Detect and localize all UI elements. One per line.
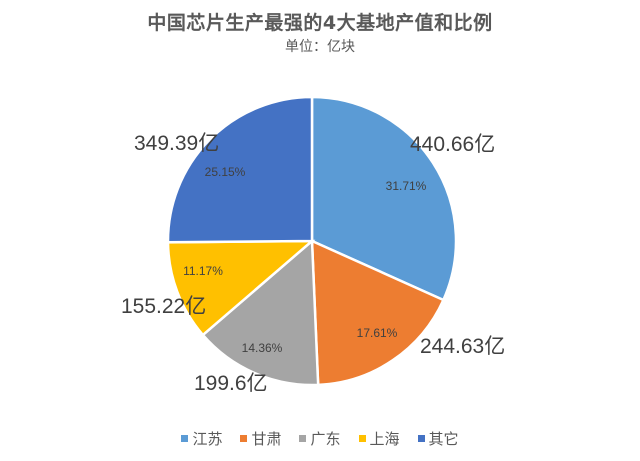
value-label-guangdong: 199.6亿 [194, 372, 268, 395]
chart-title: 中国芯片生产最强的4大基地产值和比例 [147, 12, 493, 34]
value-label-shanghai: 155.22亿 [121, 295, 207, 318]
legend-item-jiangsu[interactable]: 江苏 [181, 428, 222, 449]
legend-item-guangdong[interactable]: 广东 [299, 428, 341, 449]
chart-subtitle: 单位：亿块 [285, 39, 355, 55]
legend-swatch-icon [358, 435, 366, 442]
legend-item-shanghai[interactable]: 上海 [358, 428, 400, 449]
pie-slice-guangdong[interactable] [201, 238, 320, 387]
legend-label: 上海 [369, 430, 400, 448]
pct-label-guangdong: 14.36% [241, 341, 283, 355]
legend-swatch-icon [417, 435, 425, 442]
value-label-other: 349.39亿 [134, 132, 220, 155]
legend-label: 甘肃 [251, 430, 282, 448]
legend-swatch-icon [181, 435, 189, 442]
pie-slice-other[interactable] [166, 95, 314, 244]
pct-label-other: 25.15% [204, 165, 246, 179]
pct-label-gansu: 17.61% [356, 326, 398, 340]
value-label-gansu: 244.63亿 [420, 335, 506, 358]
legend-label: 其它 [428, 430, 459, 448]
chart-legend: 江苏 甘肃 广东 上海 其它 [0, 428, 640, 449]
pct-label-shanghai: 11.17% [183, 264, 223, 278]
legend-item-other[interactable]: 其它 [417, 428, 459, 449]
legend-item-gansu[interactable]: 甘肃 [240, 428, 281, 449]
value-label-jiangsu: 440.66亿 [410, 133, 496, 156]
pie-slice-shanghai[interactable] [166, 239, 316, 337]
legend-swatch-icon [299, 435, 307, 442]
pie-slice-jiangsu[interactable] [310, 95, 458, 302]
pct-label-jiangsu: 31.71% [385, 179, 427, 193]
legend-swatch-icon [240, 435, 248, 442]
legend-label: 江苏 [192, 430, 223, 448]
pie-slice-gansu[interactable] [310, 239, 446, 387]
legend-label: 广东 [310, 430, 341, 448]
